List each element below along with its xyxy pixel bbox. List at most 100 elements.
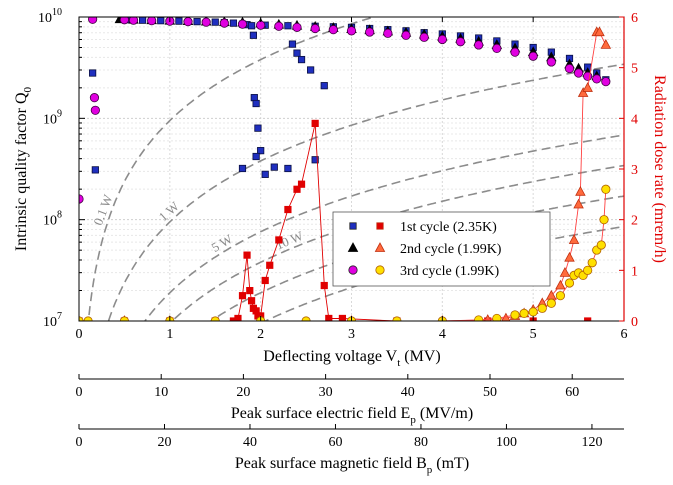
- data-point: [183, 17, 193, 27]
- data-point: [601, 184, 611, 194]
- data-point: [119, 17, 130, 25]
- data-point: [474, 40, 484, 50]
- data-point: [284, 205, 292, 214]
- legend-label: 2nd cycle (1.99K): [400, 242, 502, 257]
- data-point: [320, 82, 328, 90]
- y-left-tick-label: 108: [43, 210, 62, 229]
- legend-label: 3rd cycle (1.99K): [400, 264, 499, 279]
- data-point: [91, 166, 99, 174]
- y-right-tick-label: 1: [631, 264, 638, 279]
- data-point: [270, 163, 278, 171]
- data-point: [88, 17, 98, 24]
- data-point: [201, 17, 211, 27]
- power-line-label: 0.1 W: [90, 192, 116, 228]
- data-point: [275, 236, 283, 244]
- data-point: [555, 279, 566, 290]
- power-line-label: 5 W: [209, 231, 236, 255]
- data-point: [292, 22, 302, 32]
- legend-marker: [348, 265, 358, 275]
- data-point: [437, 34, 447, 45]
- legend-marker: [349, 222, 357, 230]
- data-point: [419, 32, 429, 42]
- x-tick-label: 2: [257, 327, 264, 342]
- data-point: [546, 298, 556, 308]
- y-right-tick-label: 0: [631, 315, 638, 330]
- data-point: [288, 40, 297, 48]
- secondary-tick-label: 100: [496, 435, 517, 450]
- data-point: [555, 291, 566, 301]
- secondary-axis-label: Peak surface electric field Ep (MV/m): [231, 405, 473, 426]
- data-point: [594, 26, 605, 37]
- data-point: [211, 18, 219, 26]
- data-point: [564, 251, 575, 262]
- secondary-tick-label: 20: [236, 385, 250, 400]
- data-point: [577, 87, 589, 97]
- data-point: [596, 240, 606, 250]
- data-point: [537, 303, 547, 313]
- data-point: [492, 43, 502, 53]
- data-point: [510, 310, 520, 320]
- data-point: [293, 185, 301, 193]
- data-point: [249, 31, 257, 39]
- power-lines: [87, 17, 624, 321]
- secondary-tick-label: 0: [76, 435, 83, 450]
- power-line-1: [107, 63, 624, 321]
- data-point: [600, 39, 612, 49]
- data-point: [89, 93, 100, 103]
- power-line-3: [171, 164, 624, 321]
- data-point: [293, 49, 301, 57]
- data-point: [284, 164, 292, 173]
- power-line-5: [263, 225, 624, 321]
- data-point: [246, 286, 254, 295]
- data-point: [346, 26, 357, 36]
- y-left-tick-label: 1010: [38, 7, 62, 26]
- data-point: [559, 267, 571, 277]
- data-point: [320, 281, 328, 290]
- x-tick-label: 3: [348, 327, 355, 342]
- data-point: [599, 215, 609, 225]
- secondary-tick-label: 80: [414, 435, 428, 450]
- data-point: [401, 30, 411, 40]
- data-point: [274, 21, 284, 31]
- data-point: [175, 17, 183, 25]
- data-point: [582, 82, 593, 92]
- data-point: [583, 265, 593, 275]
- data-point: [310, 23, 320, 34]
- x-axis-label: Deflecting voltage Vt (MV): [263, 348, 440, 369]
- data-point: [492, 313, 502, 321]
- legend-marker: [374, 242, 386, 252]
- data-point: [89, 69, 97, 77]
- data-point: [592, 74, 602, 84]
- secondary-tick-label: 50: [483, 385, 497, 400]
- y-right-tick-label: 3: [631, 163, 638, 178]
- data-point: [325, 314, 333, 321]
- data-point: [307, 66, 315, 74]
- data-point: [261, 170, 269, 178]
- x-tick-label: 4: [439, 327, 446, 342]
- data-point: [250, 94, 258, 102]
- data-point: [583, 71, 593, 81]
- data-point: [297, 55, 306, 64]
- data-point: [587, 258, 597, 268]
- data-point: [455, 37, 466, 47]
- secondary-tick-label: 20: [157, 435, 171, 450]
- data-point: [266, 261, 274, 269]
- data-point: [338, 314, 347, 321]
- legend-marker: [375, 265, 385, 275]
- data-point: [573, 198, 584, 209]
- x-tick-label: 1: [166, 327, 173, 342]
- data-point: [238, 164, 247, 173]
- data-point: [474, 315, 484, 321]
- data-point: [238, 292, 247, 300]
- data-point: [328, 25, 338, 35]
- data-point: [284, 22, 292, 30]
- secondary-tick-label: 40: [401, 385, 415, 400]
- data-point: [601, 77, 611, 87]
- data-point: [564, 63, 575, 74]
- data-point: [257, 147, 265, 155]
- data-point: [90, 105, 100, 115]
- secondary-tick-label: 60: [565, 385, 579, 400]
- secondary-tick-label: 10: [154, 385, 168, 400]
- data-point: [528, 51, 538, 61]
